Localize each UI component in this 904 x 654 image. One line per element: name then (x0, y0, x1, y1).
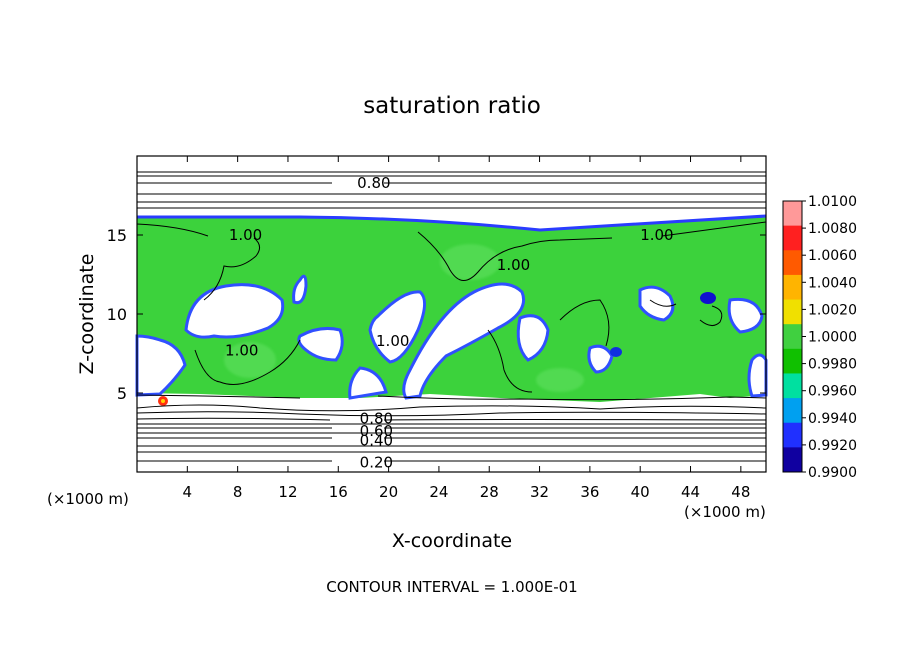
field-layer (135, 214, 768, 406)
x-tick-label: 24 (429, 483, 448, 501)
colorbar-swatch (783, 250, 802, 276)
dry-spot (610, 347, 622, 357)
x-tick-label: 44 (681, 483, 700, 501)
y-tick-label: 10 (107, 305, 127, 324)
x-tick-label: 32 (530, 483, 549, 501)
colorbar-label: 1.0060 (808, 248, 857, 264)
x-tick-label: 36 (580, 483, 599, 501)
colorbar-label: 1.0080 (808, 221, 857, 237)
dry-pockets (135, 274, 768, 400)
y-axis: 5 10 15 (107, 226, 766, 403)
chart-title: saturation ratio (363, 93, 541, 119)
subsaturated-rim (137, 214, 767, 232)
y-tick-label: 15 (107, 226, 127, 245)
y-tick-label: 5 (117, 384, 127, 403)
colorbar-label: 0.9960 (808, 384, 857, 400)
colorbar-swatch (783, 348, 802, 374)
colorbar-swatch (783, 373, 802, 399)
colorbar-swatch (783, 274, 802, 301)
colorbar-label: 1.0020 (808, 302, 857, 318)
colorbar: 1.0100 1.0080 1.0060 1.0040 1.0020 1.0000 0.99… (782, 194, 857, 481)
y-axis-label: Z-coordinate (76, 254, 98, 375)
contour-lines (136, 171, 767, 462)
x-tick-label: 28 (480, 483, 499, 501)
colorbar-label: 1.0100 (808, 194, 857, 210)
contour-label: 0.60 (360, 422, 393, 440)
x-tick-label: 12 (278, 483, 297, 501)
contour-label: 0.80 (360, 409, 393, 427)
contour-label: 1.00 (497, 256, 530, 274)
contour-label: 1.00 (640, 226, 673, 244)
x-unit-left: (×1000 m) (47, 490, 129, 508)
supersaturated-core (161, 399, 165, 403)
colorbar-swatch (783, 299, 802, 325)
colorbar-swatch (783, 201, 802, 227)
contour-interval-note: CONTOUR INTERVAL = 1.000E-01 (326, 578, 577, 596)
x-tick-label: 4 (183, 483, 193, 501)
x-axis: 4 8 12 16 20 24 28 32 36 40 44 48 (183, 156, 750, 501)
colorbar-label: 0.9920 (808, 438, 857, 454)
contour-label: 0.20 (360, 454, 393, 472)
contour-label: 0.40 (360, 431, 393, 449)
x-tick-label: 20 (379, 483, 398, 501)
contour-label: 1.00 (376, 332, 409, 350)
colorbar-swatch (783, 398, 802, 424)
contour-label: 1.00 (229, 226, 262, 244)
colorbar-swatch (783, 447, 802, 473)
x-unit-right: (×1000 m) (684, 503, 766, 521)
x-axis-label: X-coordinate (392, 530, 512, 552)
core-patches (224, 244, 584, 392)
x-tick-label: 40 (631, 483, 650, 501)
colorbar-swatch (783, 324, 802, 350)
x-tick-label: 8 (233, 483, 243, 501)
colorbar-label: 1.0000 (808, 330, 857, 346)
contour-label: 0.80 (357, 174, 390, 192)
colorbar-swatch (783, 225, 802, 251)
contour-label-layer: 0.801.00 1.001.001.001.000.800.600.400.20 (225, 174, 674, 472)
contour-label: 1.00 (225, 341, 258, 359)
x-tick-label: 16 (329, 483, 348, 501)
x-tick-label: 48 (731, 483, 750, 501)
colorbar-label: 0.9900 (808, 465, 857, 481)
colorbar-swatch (783, 422, 802, 448)
dry-spot (700, 292, 716, 304)
colorbar-label: 0.9980 (808, 357, 857, 373)
colorbar-label: 1.0040 (808, 275, 857, 291)
colorbar-label: 0.9940 (808, 411, 857, 427)
